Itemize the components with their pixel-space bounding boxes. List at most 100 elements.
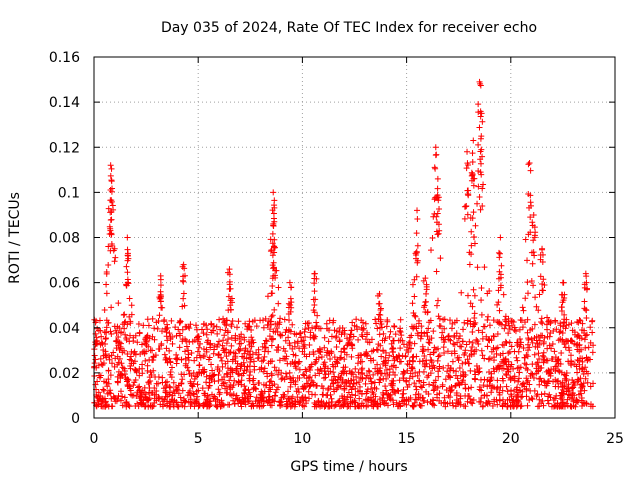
data-point [557, 328, 564, 335]
data-point [484, 383, 491, 390]
data-point [449, 358, 456, 365]
data-point [167, 335, 174, 342]
data-point [451, 348, 458, 355]
data-point [408, 345, 415, 352]
data-point [155, 345, 162, 352]
data-point [107, 390, 114, 397]
data-point [253, 394, 260, 401]
data-point [437, 323, 444, 330]
data-point [126, 295, 133, 302]
data-point [245, 338, 252, 345]
data-point [313, 275, 320, 282]
data-point [243, 355, 250, 362]
data-point [475, 141, 482, 148]
data-point [488, 389, 495, 396]
data-point [290, 351, 297, 358]
data-point [274, 328, 281, 335]
data-point [411, 312, 418, 319]
data-point [175, 326, 182, 333]
data-point [105, 367, 112, 374]
data-point [240, 370, 247, 377]
data-point [539, 259, 546, 266]
data-point [467, 300, 474, 307]
data-point [552, 402, 559, 409]
data-point [546, 342, 553, 349]
data-point [558, 369, 565, 376]
data-point [430, 349, 437, 356]
data-point [152, 374, 159, 381]
data-point [174, 386, 181, 393]
data-point [423, 290, 430, 297]
data-point [127, 332, 134, 339]
data-point [497, 234, 504, 241]
data-point [214, 330, 221, 337]
data-point [495, 319, 502, 326]
data-point [263, 338, 270, 345]
data-point [496, 307, 503, 314]
data-point [177, 317, 184, 324]
data-point [119, 393, 126, 400]
data-point [448, 325, 455, 332]
data-point [414, 259, 421, 266]
data-point [112, 355, 119, 362]
data-point [573, 341, 580, 348]
data-point [455, 379, 462, 386]
data-point [441, 325, 448, 332]
data-point [131, 348, 138, 355]
data-point [343, 351, 350, 358]
data-point [121, 325, 128, 332]
data-point [226, 266, 233, 273]
y-tick-label: 0.04 [49, 321, 80, 337]
data-point [123, 282, 130, 289]
data-point [301, 328, 308, 335]
data-point [556, 403, 563, 410]
data-point [107, 162, 114, 169]
data-point [313, 356, 320, 363]
data-point [479, 202, 486, 209]
data-point [138, 341, 145, 348]
data-point [194, 348, 201, 355]
data-point [412, 369, 419, 376]
data-point [392, 390, 399, 397]
data-point [513, 386, 520, 393]
data-point [206, 354, 213, 361]
data-point [520, 307, 527, 314]
data-point [245, 323, 252, 330]
data-point [108, 352, 115, 359]
data-point [563, 372, 570, 379]
data-point [103, 268, 110, 275]
data-point [178, 371, 185, 378]
data-point [162, 379, 169, 386]
data-point [338, 370, 345, 377]
data-point [156, 294, 163, 301]
data-point [231, 377, 238, 384]
data-point [204, 326, 211, 333]
data-point [539, 246, 546, 253]
data-point [379, 397, 386, 404]
data-point [559, 291, 566, 298]
data-point [560, 399, 567, 406]
data-point [436, 352, 443, 359]
data-point [570, 398, 577, 405]
data-point [477, 169, 484, 176]
data-point [462, 403, 469, 410]
data-point [466, 261, 473, 268]
data-point [106, 223, 113, 230]
data-point [161, 351, 168, 358]
data-point [313, 382, 320, 389]
data-point [168, 364, 175, 371]
data-point [232, 337, 239, 344]
data-point [475, 183, 482, 190]
data-point [433, 268, 440, 275]
data-point [468, 172, 475, 179]
data-point [163, 402, 170, 409]
data-point [301, 383, 308, 390]
data-point [460, 368, 467, 375]
data-point [560, 323, 567, 330]
data-point [235, 400, 242, 407]
data-point [180, 295, 187, 302]
data-point [118, 330, 125, 337]
data-point [100, 387, 107, 394]
x-tick-label: 5 [194, 431, 203, 447]
data-point [266, 326, 273, 333]
